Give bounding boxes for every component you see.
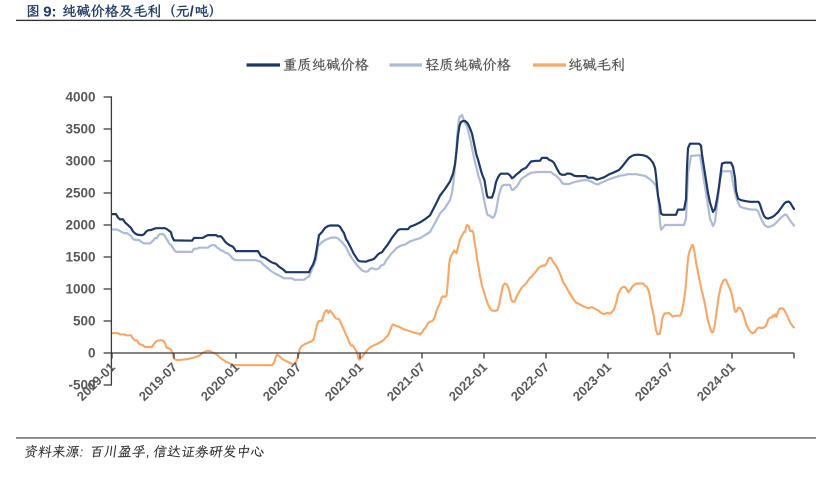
svg-text:/: / — [190, 3, 195, 20]
svg-text:3500: 3500 — [65, 122, 95, 137]
svg-text:3000: 3000 — [65, 154, 95, 169]
svg-text:4000: 4000 — [65, 90, 95, 105]
svg-text:1000: 1000 — [65, 282, 95, 297]
svg-text:1500: 1500 — [65, 250, 95, 265]
svg-text:9:: 9: — [43, 3, 56, 20]
svg-text:2500: 2500 — [65, 186, 95, 201]
svg-text:-500: -500 — [68, 378, 95, 393]
svg-text:,: , — [146, 444, 150, 459]
svg-text:0: 0 — [88, 346, 96, 361]
svg-text::: : — [80, 444, 84, 459]
svg-text:500: 500 — [73, 314, 96, 329]
svg-text:2000: 2000 — [65, 218, 95, 233]
